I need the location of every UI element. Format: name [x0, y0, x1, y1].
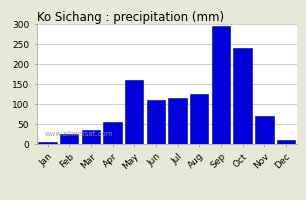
- Bar: [103, 122, 122, 144]
- Text: www.allmetsat.com: www.allmetsat.com: [45, 131, 113, 137]
- Bar: [190, 94, 208, 144]
- Bar: [125, 80, 144, 144]
- Bar: [147, 100, 165, 144]
- Bar: [212, 26, 230, 144]
- Bar: [38, 142, 57, 144]
- Bar: [82, 130, 100, 144]
- Bar: [277, 140, 295, 144]
- Bar: [60, 134, 78, 144]
- Bar: [233, 48, 252, 144]
- Bar: [168, 98, 187, 144]
- Text: Ko Sichang : precipitation (mm): Ko Sichang : precipitation (mm): [37, 11, 224, 24]
- Bar: [255, 116, 274, 144]
